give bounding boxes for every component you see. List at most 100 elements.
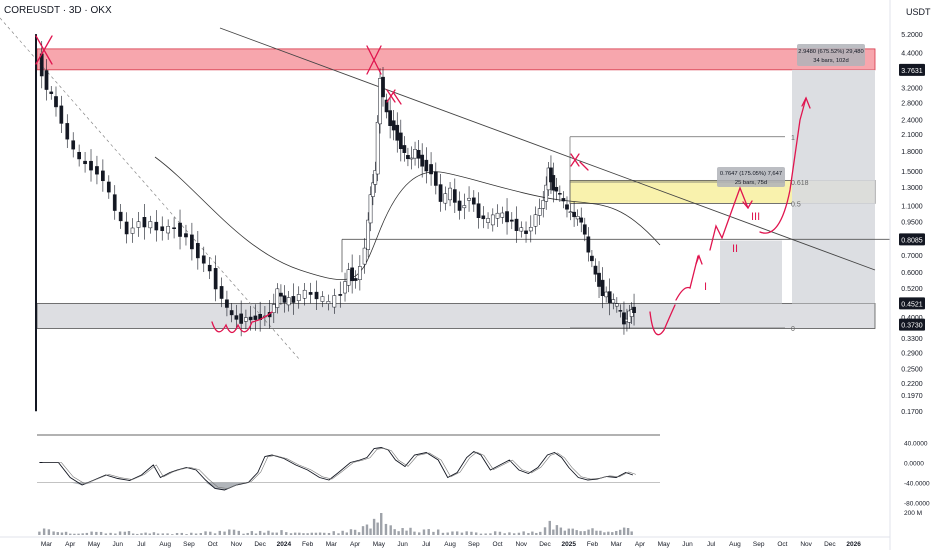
volume-bar — [237, 530, 240, 535]
demand-zone — [36, 302, 876, 329]
candle — [229, 310, 234, 316]
time-tick-label: Jun — [682, 541, 693, 548]
projection-boxes — [720, 69, 875, 304]
volume-bar — [345, 532, 348, 535]
candle — [378, 78, 382, 125]
candle — [586, 236, 591, 253]
volume-bar — [38, 531, 41, 535]
volume-bar — [372, 518, 376, 535]
price-tick-label: 0.6000 — [901, 270, 923, 277]
candle — [282, 295, 287, 303]
price-tick-label: 0.3300 — [901, 336, 923, 343]
price-tick-label: 1.8000 — [901, 149, 923, 156]
volume-bar — [228, 529, 231, 535]
price-tick-label: 2.1000 — [901, 132, 923, 139]
candle — [350, 267, 354, 282]
price-tick-label: 0.4521 — [901, 301, 923, 308]
volume-bar — [563, 530, 567, 535]
candle — [524, 230, 528, 234]
volume-bar — [455, 531, 459, 535]
candle — [505, 211, 509, 223]
volume-bar — [567, 528, 570, 535]
volume-bar — [436, 529, 440, 535]
time-tick-label: Sep — [753, 541, 765, 548]
price-tick-label: 0.2900 — [901, 350, 923, 357]
volume-bar — [595, 530, 598, 535]
volume-bar — [599, 530, 602, 535]
volume-bar — [432, 531, 435, 535]
oscillator-tick-label: -40.0000 — [904, 481, 930, 488]
candle — [286, 297, 291, 306]
candle — [622, 312, 626, 325]
volume-bar — [47, 529, 51, 535]
candle — [391, 120, 396, 131]
volume-bar — [148, 533, 151, 535]
time-tick-label: Oct — [492, 541, 502, 548]
candle — [579, 217, 584, 223]
candle — [600, 279, 605, 296]
measure-box-1-line1: 2.9480 (675.52%) 29,480 — [798, 49, 863, 55]
volume-bar — [508, 532, 511, 535]
projection-path-3 — [759, 97, 807, 234]
volume-bar — [166, 533, 169, 535]
candle — [604, 291, 609, 298]
candle — [190, 234, 194, 250]
volume-bar — [136, 533, 139, 535]
candle — [106, 181, 111, 193]
volume-bar — [114, 533, 117, 535]
volume-bar — [548, 520, 551, 535]
candle — [49, 91, 54, 94]
candle — [148, 221, 153, 229]
price-tick-label: 4.4000 — [901, 51, 923, 58]
candle — [398, 132, 403, 150]
volume-bar — [171, 534, 174, 535]
volume-bar — [384, 523, 388, 535]
candle — [142, 217, 147, 228]
volume-tick-label: 200 M — [904, 510, 922, 517]
candle — [77, 151, 81, 160]
volume-bar — [626, 527, 630, 535]
candle — [291, 296, 296, 303]
annotations: 2.9480 (675.52%) 29,480 34 bars, 102d 0.76… — [35, 35, 865, 336]
candle — [593, 265, 598, 275]
volume-bar — [242, 533, 245, 535]
cross-mark — [570, 153, 589, 171]
candle — [486, 218, 490, 223]
price-tick-label: 0.2500 — [901, 367, 923, 374]
fib-label: 0 — [791, 326, 795, 333]
candle — [65, 123, 70, 140]
dashed-trendline — [0, 17, 301, 361]
time-tick-label: Jun — [397, 541, 408, 548]
time-tick-label: Aug — [729, 541, 741, 548]
time-tick-label: Feb — [302, 541, 314, 548]
candle — [395, 124, 400, 141]
volume-bar — [131, 533, 135, 535]
volume-bar — [535, 532, 538, 535]
volume-bar — [109, 532, 112, 535]
volume-bar — [267, 530, 270, 535]
volume-bar — [365, 524, 369, 535]
price-tag — [899, 318, 925, 331]
time-tick-label: Apr — [635, 541, 646, 548]
volume-bar — [85, 532, 89, 535]
candle — [302, 289, 307, 299]
volume-bar — [583, 531, 586, 535]
volume-bar — [460, 532, 464, 535]
candle — [271, 304, 276, 313]
volume-bar — [258, 530, 262, 535]
volume-bar — [263, 532, 266, 535]
candle — [467, 197, 471, 201]
volume-bar — [539, 531, 542, 535]
volume-bar — [474, 532, 478, 535]
volume-bar — [405, 530, 408, 535]
candle — [500, 212, 505, 218]
fib-label: 1 — [791, 135, 795, 142]
candle — [207, 264, 212, 272]
candle — [481, 215, 486, 220]
price-tick-label: 0.2200 — [901, 381, 923, 388]
candle — [409, 157, 414, 160]
volume-bar — [493, 531, 497, 535]
time-tick-label: May — [373, 541, 386, 548]
price-tick-label: 0.4000 — [901, 315, 923, 322]
